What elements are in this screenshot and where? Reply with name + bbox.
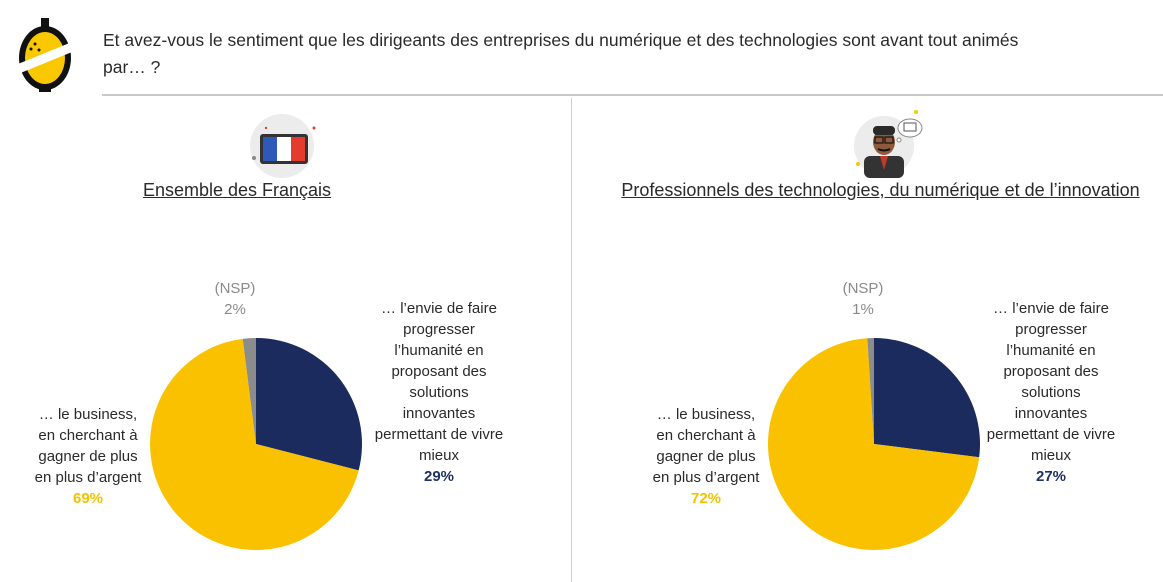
nsp-value: 2% — [224, 301, 246, 318]
business-text: … le business, en cherchant à gagner de … — [34, 406, 142, 486]
humanite-text: … l’envie de faire progresser l’humanité… — [986, 300, 1116, 464]
nsp-text: (NSP) — [214, 280, 256, 297]
business-value: 72% — [690, 490, 722, 507]
nsp-label: (NSP) 2% — [200, 278, 270, 320]
humanite-label: … l’envie de faire progresser l’humanité… — [372, 298, 506, 487]
slice-business — [150, 338, 359, 550]
nsp-text: (NSP) — [842, 280, 884, 297]
lemon-logo-icon — [14, 14, 76, 94]
panel-professionnels: Professionnels des technologies, du numé… — [572, 98, 1163, 582]
business-value: 69% — [72, 490, 104, 507]
business-label: … le business, en cherchant à gagner de … — [648, 404, 764, 509]
panel-divider — [571, 98, 572, 582]
panel-title: Professionnels des technologies, du numé… — [621, 180, 1140, 200]
business-text: … le business, en cherchant à gagner de … — [652, 406, 760, 486]
business-label: … le business, en cherchant à gagner de … — [30, 404, 146, 509]
slice-humanite — [256, 338, 362, 471]
slice-nsp — [242, 338, 256, 444]
pie-chart-professionnels — [768, 338, 980, 550]
nsp-label: (NSP) 1% — [828, 278, 898, 320]
nsp-value: 1% — [852, 301, 874, 318]
humanite-label: … l’envie de faire progresser l’humanité… — [984, 298, 1118, 487]
slice-humanite — [874, 338, 980, 458]
tech-professional-icon — [850, 104, 930, 184]
french-flag-icon — [242, 106, 322, 186]
slice-business — [768, 338, 980, 550]
header-divider — [102, 94, 1163, 96]
humanite-value: 27% — [1035, 468, 1067, 485]
pie-chart-ensemble — [150, 338, 362, 550]
panel-ensemble-francais: Ensemble des Français (NSP) 2% … l’envie… — [0, 98, 571, 582]
panel-title: Ensemble des Français — [142, 180, 332, 200]
slice-nsp — [867, 338, 874, 444]
humanite-text: … l’envie de faire progresser l’humanité… — [374, 300, 504, 464]
humanite-value: 29% — [423, 468, 455, 485]
question-text: Et avez-vous le sentiment que les dirige… — [103, 30, 1019, 77]
